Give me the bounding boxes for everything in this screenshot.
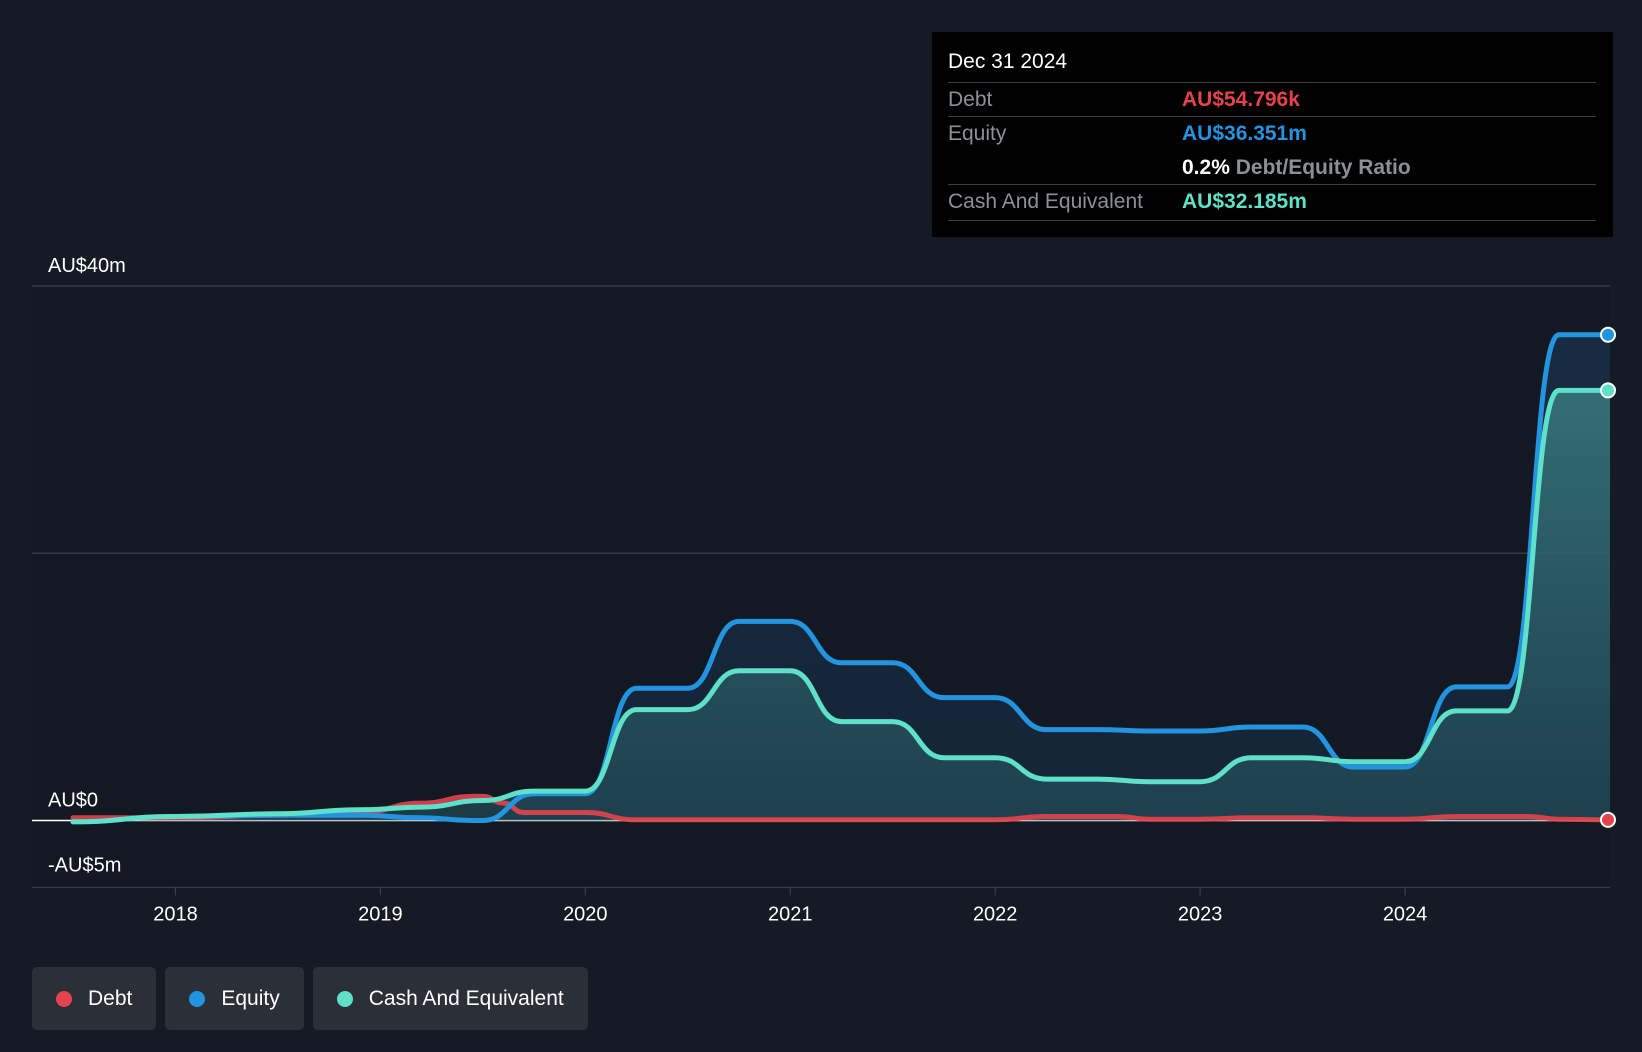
end-markers <box>1600 326 1616 828</box>
x-tick-label: 2023 <box>1178 903 1223 925</box>
x-tick-label: 2021 <box>768 903 813 925</box>
x-tick-label: 2018 <box>153 903 198 925</box>
legend-dot-equity <box>189 990 206 1007</box>
debt-end-marker <box>1600 811 1616 828</box>
tooltip-ratio-label: Debt/Equity Ratio <box>1235 156 1411 179</box>
y-axis-labels: AU$40m AU$0 -AU$5m <box>48 255 126 876</box>
y-tick-label: -AU$5m <box>48 854 121 876</box>
legend-dot-debt <box>56 990 72 1007</box>
tooltip-date: Dec 31 2024 <box>948 50 1068 73</box>
tooltip-equity-value: AU$36.351m <box>1182 122 1307 145</box>
tooltip-cash-label: Cash And Equivalent <box>948 190 1143 213</box>
x-tick-label: 2020 <box>563 903 608 925</box>
tooltip-divider <box>948 220 1596 221</box>
tooltip-debt-value: AU$54.796k <box>1182 88 1300 111</box>
cash-area <box>73 390 1610 822</box>
tooltip-row-debt: Debt AU$54.796k <box>948 82 1596 116</box>
legend-item-equity[interactable]: Equity <box>165 967 304 1030</box>
tooltip-ratio-value: 0.2% <box>1182 156 1230 179</box>
x-tick-label: 2019 <box>358 903 403 925</box>
tooltip-cash-value: AU$32.185m <box>1182 190 1307 213</box>
y-tick-label: AU$40m <box>48 255 126 277</box>
legend-label-debt: Debt <box>88 986 133 1010</box>
chart-legend: Debt Equity Cash And Equivalent <box>32 967 588 1030</box>
tooltip-ratio: 0.2% Debt/Equity Ratio <box>1182 156 1411 180</box>
series-areas <box>73 334 1610 822</box>
tooltip-panel: Dec 31 2024 Debt AU$54.796k Equity AU$36… <box>932 32 1613 237</box>
cash-line <box>70 387 1613 825</box>
legend-item-cash[interactable]: Cash And Equivalent <box>312 967 588 1030</box>
legend-label-equity: Equity <box>221 986 280 1010</box>
cash-end-marker <box>1600 382 1616 399</box>
legend-label-cash: Cash And Equivalent <box>368 986 564 1010</box>
y-tick-label: AU$0 <box>48 790 98 812</box>
equity-end-marker <box>1600 326 1616 343</box>
x-tick-label: 2024 <box>1383 903 1428 925</box>
legend-item-debt[interactable]: Debt <box>32 967 157 1030</box>
series-lines <box>70 332 1613 825</box>
tooltip-equity-label: Equity <box>948 122 1007 145</box>
x-axis-labels: 2018 2019 2020 2021 2022 2023 2024 <box>153 887 1427 925</box>
debt-equity-chart: AU$40m AU$0 -AU$5m 2018 2019 2020 2021 2022 202… <box>32 255 1616 925</box>
tooltip-row-cash: Cash And Equivalent AU$32.185m <box>948 184 1596 218</box>
legend-dot-cash <box>336 990 353 1007</box>
tooltip-row-equity: Equity AU$36.351m 0.2% Debt/Equity Ratio <box>948 116 1596 184</box>
tooltip-debt-label: Debt <box>948 88 993 111</box>
x-tick-label: 2022 <box>973 903 1018 925</box>
